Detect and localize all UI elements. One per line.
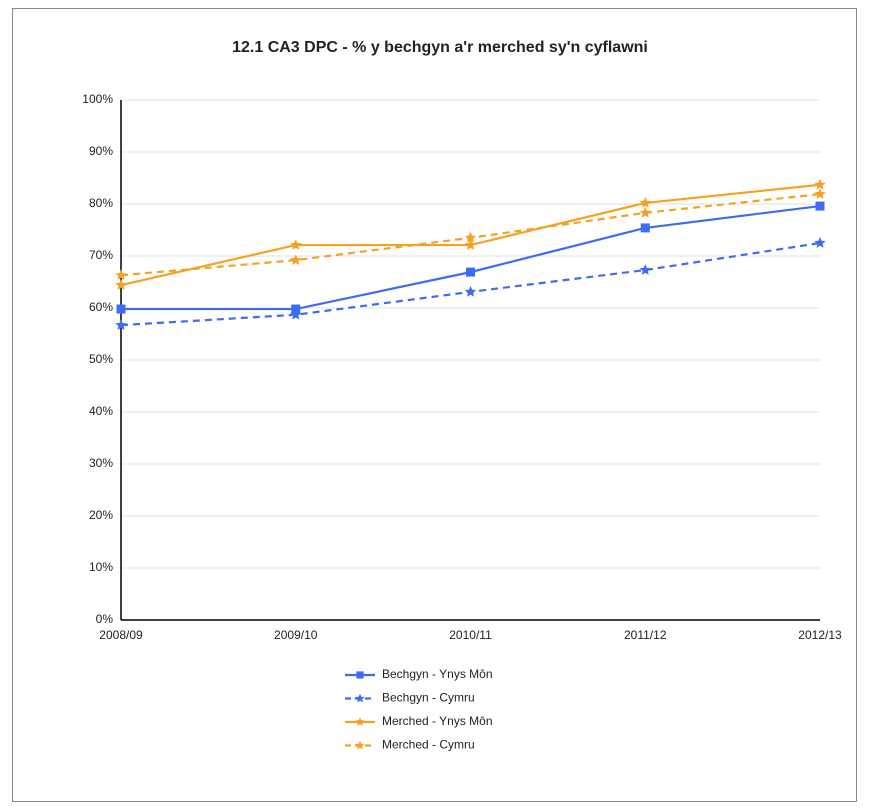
marker [639,206,651,218]
y-tick-label: 30% [89,456,113,470]
marker [115,269,127,281]
marker [639,264,651,275]
marker [814,188,826,199]
marker [115,279,127,290]
marker [355,740,365,750]
x-tick-label: 2012/13 [798,628,842,642]
marker [290,254,302,265]
y-tick-label: 20% [89,508,113,522]
legend-label: Merched - Ynys Môn [382,714,493,728]
marker [464,231,477,243]
legend-label: Bechgyn - Ynys Môn [382,667,493,681]
marker [814,178,826,190]
marker [356,671,364,679]
marker [290,239,302,250]
y-tick-label: 40% [89,404,113,418]
x-tick-label: 2008/09 [99,628,143,642]
legend-label: Merched - Cymru [382,738,475,752]
marker [355,717,365,726]
marker [115,319,127,330]
marker [639,197,651,208]
y-tick-label: 80% [89,196,113,210]
marker [814,237,826,248]
x-tick-label: 2011/12 [624,628,667,642]
x-tick-label: 2010/11 [449,628,492,642]
x-tick-label: 2009/10 [274,628,318,642]
y-tick-label: 90% [89,144,113,158]
y-tick-label: 50% [89,352,113,366]
marker [116,304,126,314]
marker [290,308,302,320]
y-tick-label: 0% [96,612,114,626]
y-tick-label: 70% [89,248,113,262]
chart-frame [12,8,857,802]
marker [466,267,475,277]
marker [640,223,650,233]
y-tick-label: 60% [89,300,113,314]
chart-title: 12.1 CA3 DPC - % y bechgyn a'r merched s… [232,39,648,56]
y-tick-label: 10% [89,560,113,574]
marker [464,239,477,250]
legend-label: Bechgyn - Cymru [382,691,475,705]
marker [815,201,825,211]
marker [355,693,365,703]
marker [464,285,477,297]
y-tick-label: 100% [82,92,113,106]
